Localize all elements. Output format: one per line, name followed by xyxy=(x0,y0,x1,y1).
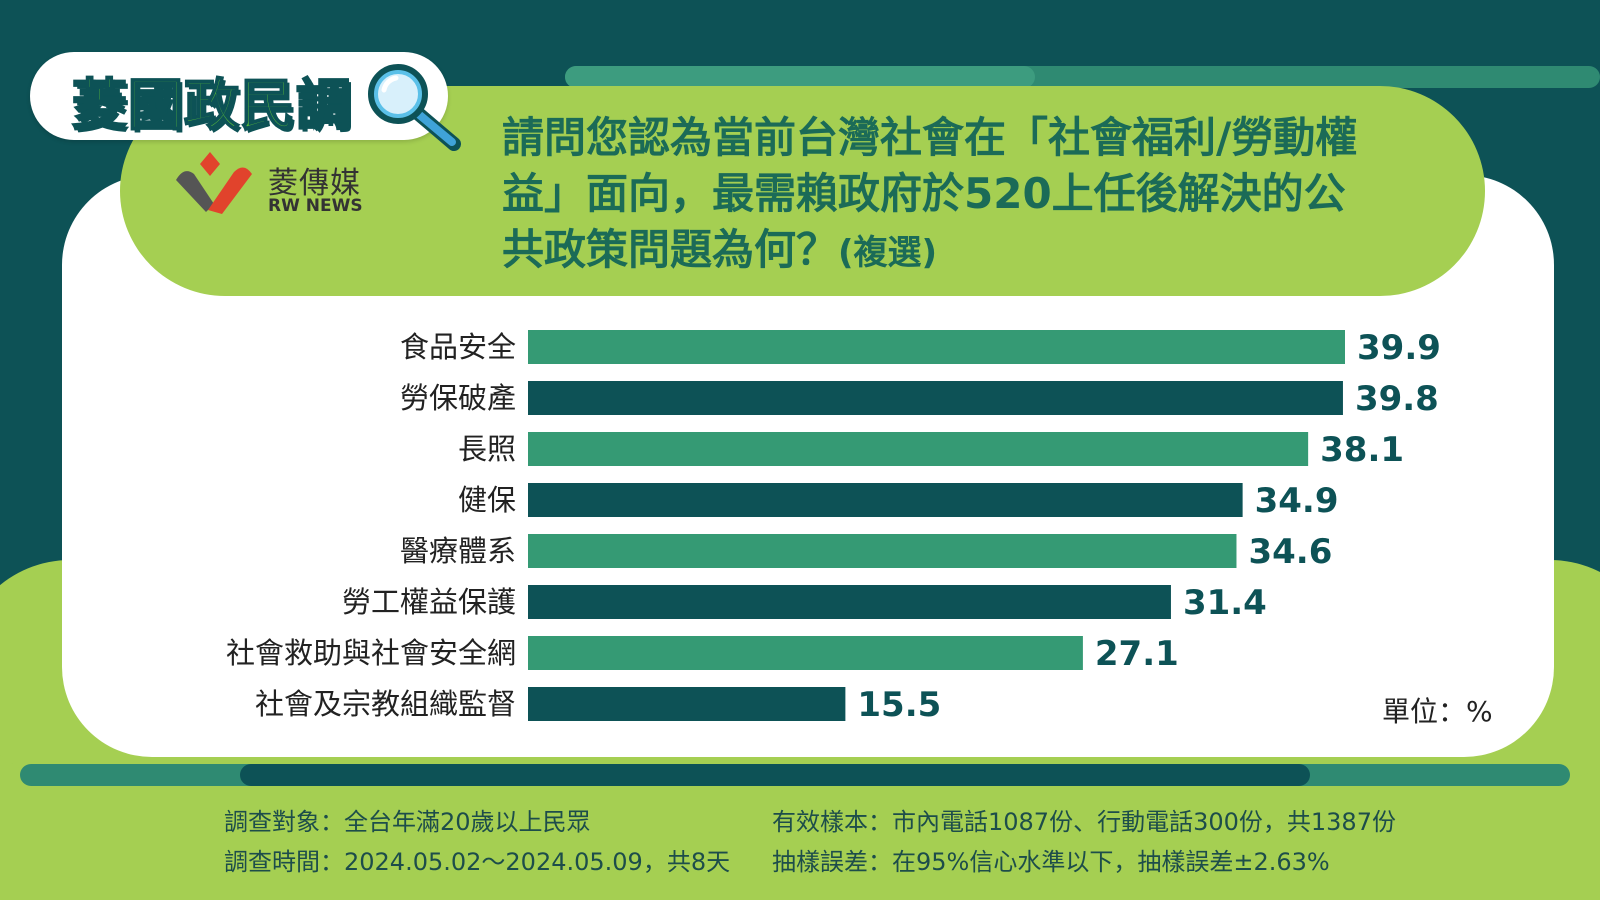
rwnews-logo-icon xyxy=(176,152,252,214)
bar-3 xyxy=(528,432,1309,466)
bar-4 xyxy=(528,483,1243,517)
category-label: 社會及宗教組織監督 xyxy=(255,687,516,721)
value-label: 39.8 xyxy=(1355,379,1439,419)
bar-8 xyxy=(528,687,846,721)
bar-5 xyxy=(528,534,1237,568)
sampling-error: 抽樣誤差：在95%信心水準以下，抽樣誤差±2.63% xyxy=(772,848,1330,876)
magnifier-icon xyxy=(368,64,461,151)
bar-7 xyxy=(528,636,1083,670)
category-label: 醫療體系 xyxy=(400,534,516,568)
bar-2 xyxy=(528,381,1343,415)
category-label: 健保 xyxy=(458,483,516,517)
bar-1 xyxy=(528,330,1345,364)
category-label: 食品安全 xyxy=(400,330,516,364)
value-label: 15.5 xyxy=(857,685,941,725)
value-label: 27.1 xyxy=(1095,634,1179,674)
value-label: 34.6 xyxy=(1248,532,1332,572)
logo-english-name: RW NEWS xyxy=(268,196,363,216)
bottom-stripe-dark xyxy=(240,764,1310,786)
value-label: 34.9 xyxy=(1255,481,1339,521)
sample-size: 有效樣本：市內電話1087份、行動電話300份，共1387份 xyxy=(772,808,1396,836)
category-label: 長照 xyxy=(458,432,516,466)
value-label: 38.1 xyxy=(1320,430,1404,470)
survey-time: 調查時間：2024.05.02～2024.05.09，共8天 xyxy=(224,848,731,876)
survey-question: 請問您認為當前台灣社會在「社會福利/勞動權益」面向，最需賴政府於520上任後解決… xyxy=(502,110,1382,281)
question-note: (複選) xyxy=(838,233,938,273)
survey-target: 調查對象：全台年滿20歲以上民眾 xyxy=(224,808,591,836)
value-label: 39.9 xyxy=(1357,328,1441,368)
question-text: 請問您認為當前台灣社會在「社會福利/勞動權益」面向，最需賴政府於520上任後解決… xyxy=(502,113,1358,274)
series-title: 菱國政民調 xyxy=(71,72,353,138)
category-label: 社會救助與社會安全網 xyxy=(226,636,516,670)
logo-chinese-name: 菱傳媒 xyxy=(268,166,361,201)
top-stripe-highlight xyxy=(565,66,1035,88)
bar-6 xyxy=(528,585,1171,619)
category-label: 勞保破產 xyxy=(400,381,516,415)
unit-label: 單位：% xyxy=(1382,695,1493,728)
category-label: 勞工權益保護 xyxy=(342,585,516,619)
value-label: 31.4 xyxy=(1183,583,1267,623)
